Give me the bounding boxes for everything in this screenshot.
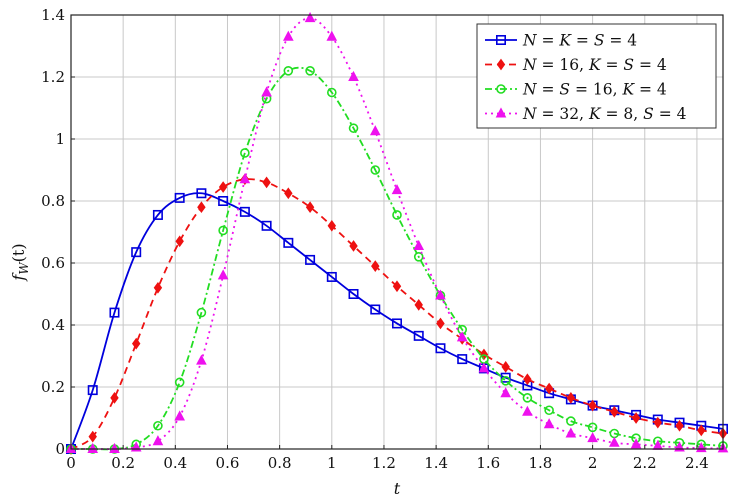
x-tick-label: 0.2 [111,454,135,472]
legend-label: N = K = S = 4 [522,32,637,50]
legend-item-3: N = S = 16, K = 4 [485,81,667,99]
y-tick-label: 0.6 [41,254,65,272]
y-tick-label: 0.2 [41,378,65,396]
x-tick-label: 1.8 [529,454,553,472]
axis-ticks: 0 0.2 0.4 0.6 0.8 1 1.2 1.4 1.6 1.8 2 2.2 2.4 0 0.2 0.4… [41,6,709,472]
y-tick-label: 1 [55,130,65,148]
y-tick-label: 1.2 [41,68,65,86]
legend-label: N = 32, K = 8, S = 4 [522,105,687,123]
plot-frame [70,14,724,450]
legend-item-4: N = 32, K = 8, S = 4 [485,105,687,123]
x-tick-label: 0.8 [268,454,292,472]
x-tick-label: 2 [588,454,598,472]
y-tick-label: 0.8 [41,192,65,210]
legend-item-1: N = K = S = 4 [485,32,637,50]
x-tick-label: 1 [327,454,337,472]
x-tick-label: 1.4 [424,454,448,472]
series-4 [65,12,729,453]
x-tick-label: 1.2 [372,454,396,472]
x-tick-label: 0.6 [216,454,240,472]
svg-text:fW(t): fW(t) [9,243,31,281]
y-axis-label: fW(t) [9,243,31,281]
x-tick-label: 2.4 [685,454,709,472]
legend: N = K = S = 4 N = 16, K = S = 4 N = S = 16… [476,23,717,129]
x-tick-label: 2.2 [633,454,657,472]
legend-label: N = 16, K = S = 4 [522,56,667,74]
x-axis-label: t [394,479,401,498]
legend-item-2: N = 16, K = S = 4 [485,56,667,74]
y-tick-label: 0.4 [41,316,65,334]
x-tick-label: 1.6 [476,454,500,472]
x-tick-label: 0 [66,454,76,472]
series-3 [66,66,728,454]
y-tick-label: 0 [55,440,65,458]
y-tick-label: 1.4 [41,6,65,24]
legend-label: N = S = 16, K = 4 [522,81,667,99]
x-tick-label: 0.4 [163,454,187,472]
